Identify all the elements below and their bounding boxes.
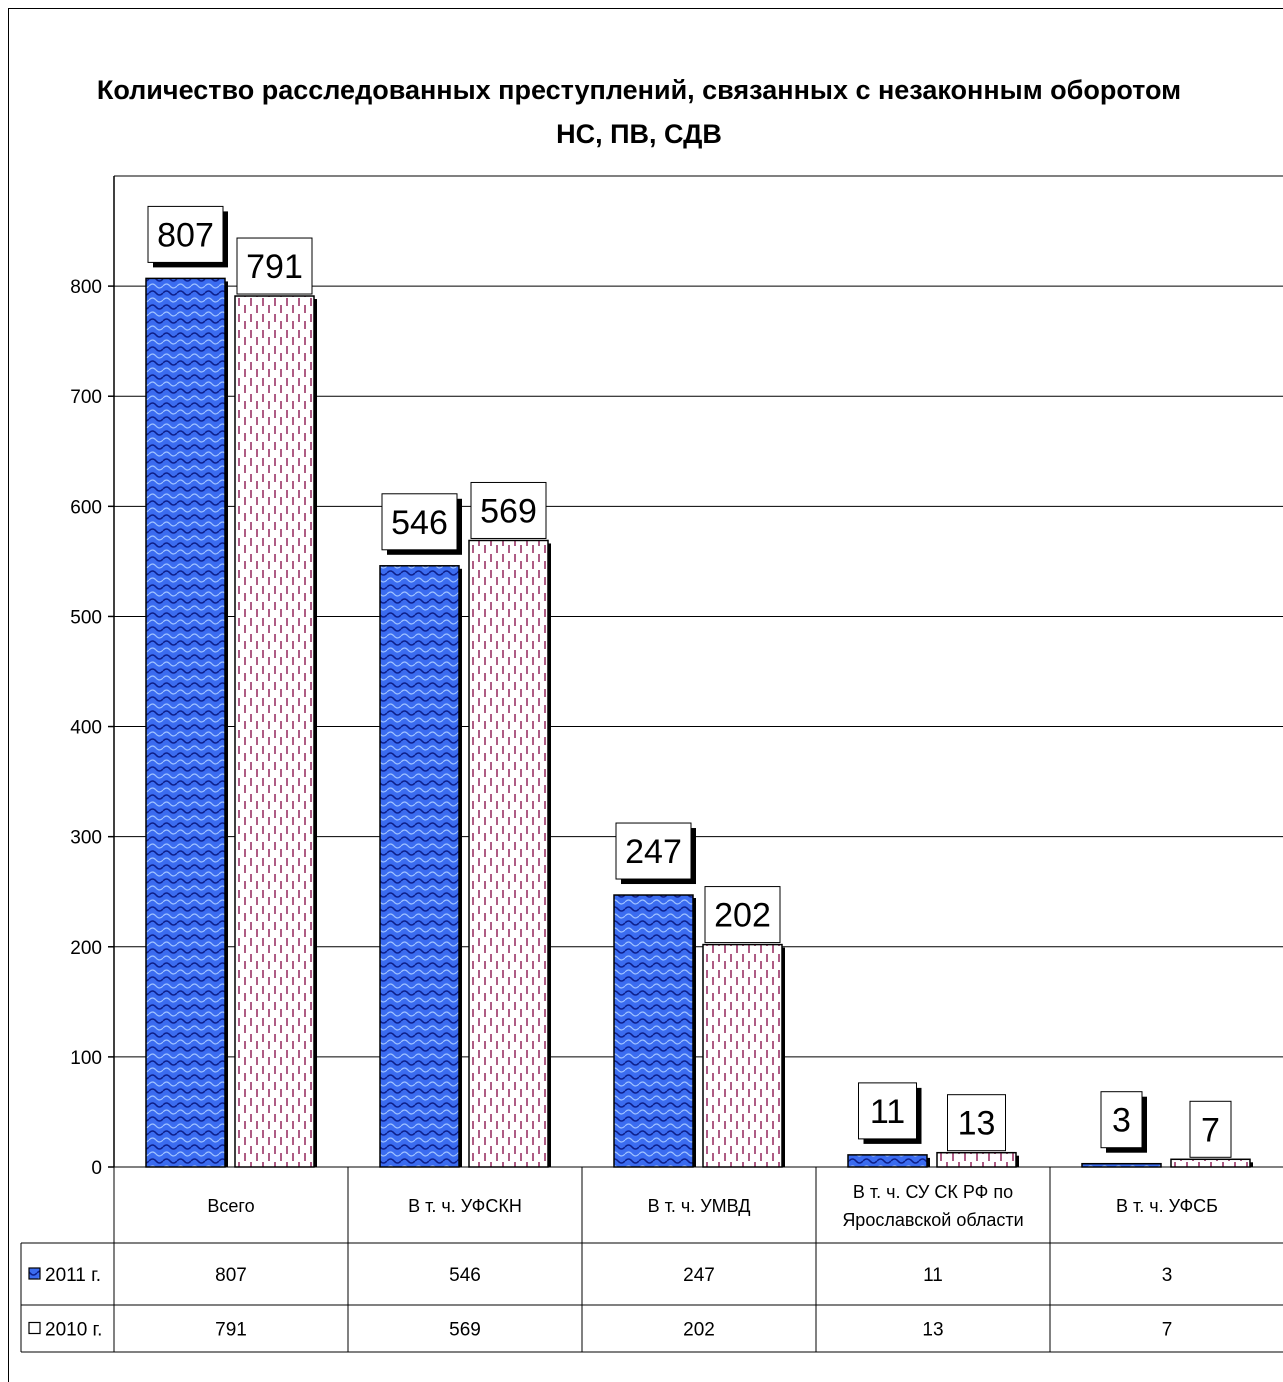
category-label-3-1: Ярославской области — [842, 1210, 1023, 1230]
table-cell-0-2: 247 — [683, 1265, 715, 1286]
table-cell-1-2: 202 — [683, 1320, 715, 1341]
y-tick-label-200: 200 — [70, 938, 102, 959]
legend-key-1 — [29, 1323, 40, 1334]
table-cell-1-0: 791 — [215, 1320, 247, 1341]
y-tick-label-600: 600 — [70, 497, 102, 518]
category-label-0-0: Всего — [207, 1196, 254, 1216]
bar-2011 г.-В т. ч. УФСКН — [380, 566, 459, 1167]
category-label-2-0: В т. ч. УМВД — [648, 1196, 751, 1216]
bar-2011 г.-В т. ч. УФСБ — [1082, 1164, 1161, 1167]
data-label-1-1: 569 — [480, 492, 537, 530]
bar-2011 г.-В т. ч. СУ СК РФ по Ярославской области — [848, 1155, 927, 1167]
table-cell-0-4: 3 — [1162, 1265, 1173, 1286]
chart-title-line-2: НС, ПВ, СДВ — [556, 119, 722, 149]
table-cell-1-4: 7 — [1162, 1320, 1173, 1341]
y-tick-label-400: 400 — [70, 718, 102, 739]
y-tick-label-300: 300 — [70, 828, 102, 849]
data-label-1-4: 7 — [1201, 1111, 1220, 1149]
y-tick-label-500: 500 — [70, 607, 102, 628]
data-label-1-2: 202 — [714, 897, 771, 935]
bar-2011 г.-Всего — [146, 278, 225, 1167]
data-label-0-0: 807 — [157, 216, 214, 254]
table-cell-0-3: 11 — [923, 1265, 943, 1286]
chart-title-line-1: Количество расследованных преступлений, … — [97, 75, 1181, 105]
y-tick-label-100: 100 — [70, 1048, 102, 1069]
y-tick-label-0: 0 — [91, 1158, 102, 1179]
bar-2010 г.-В т. ч. УФСБ — [1171, 1159, 1250, 1167]
bar-chart: Количество расследованных преступлений, … — [9, 9, 1283, 1382]
data-label-0-2: 247 — [625, 833, 682, 871]
data-label-0-4: 3 — [1112, 1102, 1131, 1140]
bar-2011 г.-В т. ч. УМВД — [614, 895, 693, 1167]
y-tick-label-700: 700 — [70, 387, 102, 408]
bar-2010 г.-В т. ч. УМВД — [703, 945, 782, 1167]
bar-2010 г.-В т. ч. СУ СК РФ по Ярославской области — [937, 1153, 1016, 1167]
category-label-1-0: В т. ч. УФСКН — [408, 1196, 522, 1216]
data-label-0-3: 11 — [870, 1093, 905, 1131]
category-label-4-0: В т. ч. УФСБ — [1116, 1196, 1218, 1216]
legend-label-1: 2010 г. — [45, 1320, 102, 1341]
table-cell-1-3: 13 — [922, 1320, 943, 1341]
data-label-1-0: 791 — [246, 248, 303, 286]
legend-key-0 — [29, 1268, 40, 1279]
legend-label-0: 2011 г. — [45, 1265, 101, 1286]
category-label-3-0: В т. ч. СУ СК РФ по — [853, 1182, 1013, 1202]
bar-2010 г.-В т. ч. УФСКН — [469, 540, 548, 1167]
data-label-0-1: 546 — [391, 504, 448, 542]
y-tick-label-800: 800 — [70, 277, 102, 298]
table-cell-0-0: 807 — [215, 1265, 247, 1286]
table-cell-0-1: 546 — [449, 1265, 481, 1286]
table-cell-1-1: 569 — [449, 1320, 481, 1341]
data-label-1-3: 13 — [958, 1105, 996, 1143]
chart-frame: Количество расследованных преступлений, … — [8, 8, 1283, 1382]
bar-2010 г.-Всего — [235, 296, 314, 1167]
